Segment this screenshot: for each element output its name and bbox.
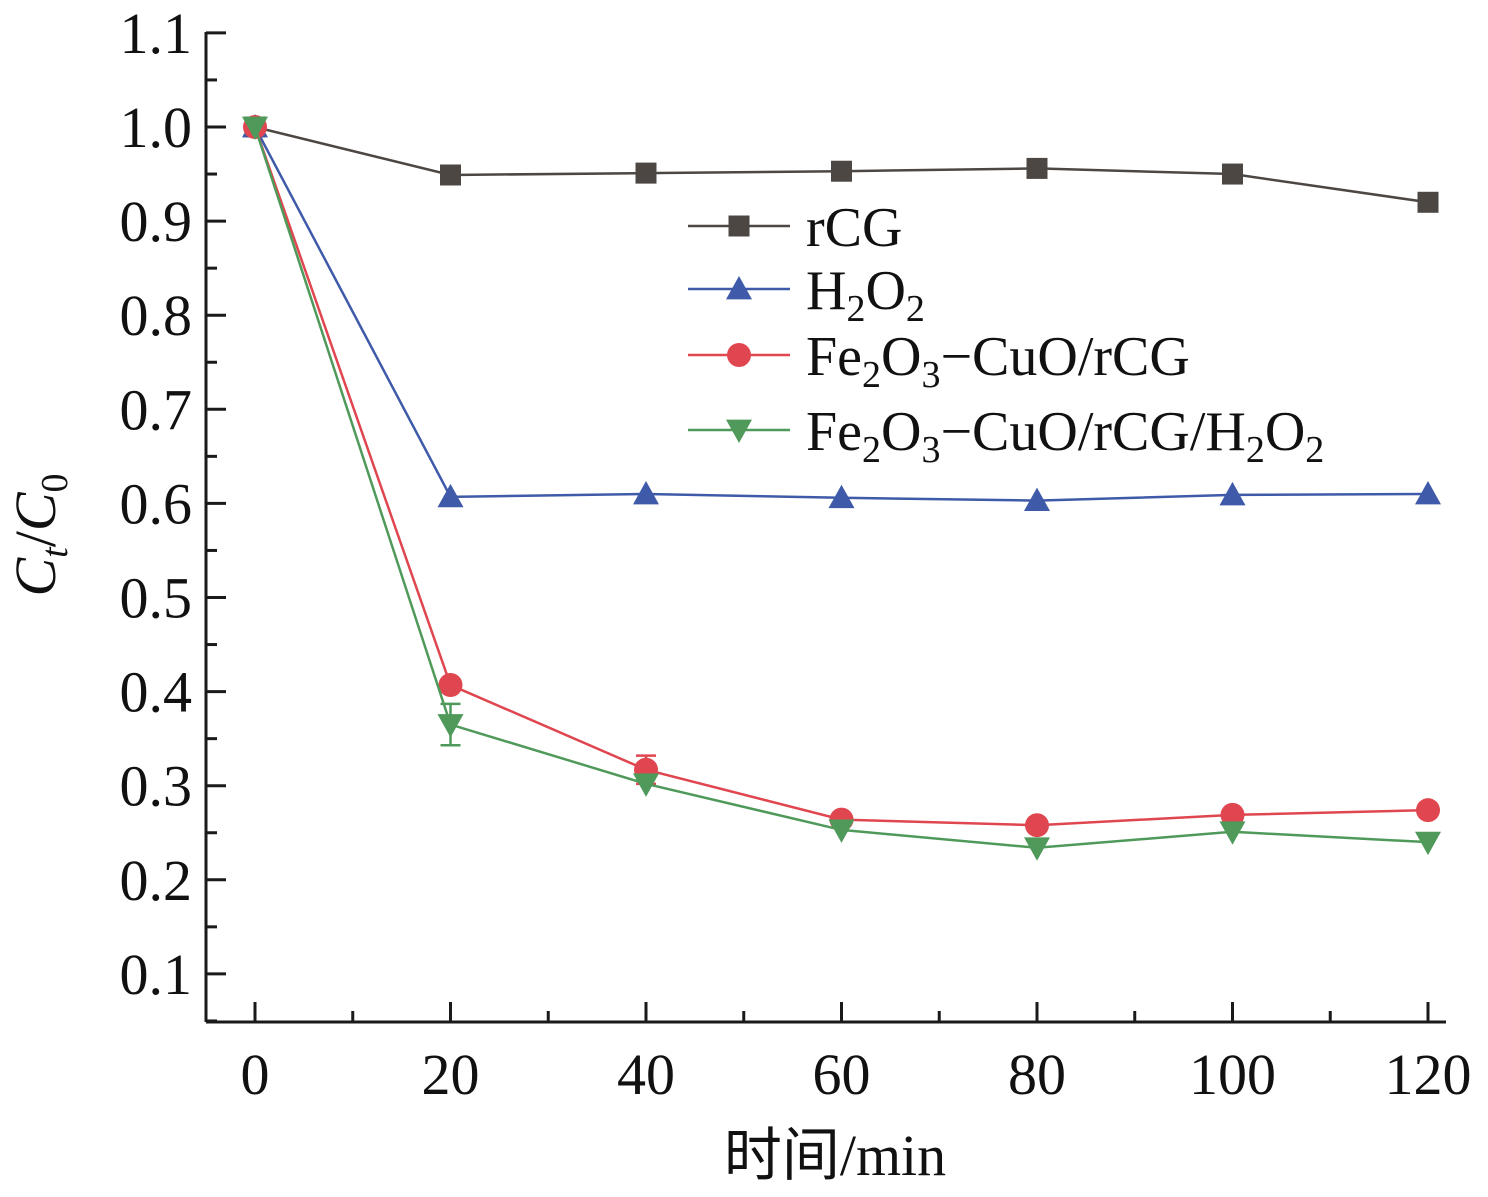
y-axis-title-c2: C: [3, 491, 68, 531]
data-point-rcg: [1222, 163, 1243, 185]
x-tick-label: 0: [241, 1042, 270, 1107]
legend-marker: [727, 343, 751, 367]
legend-label-part: 2: [1246, 429, 1265, 471]
legend-label: Fe2O3−CuO/rCG/H2O2: [806, 401, 1324, 471]
legend-label-part: O: [881, 401, 921, 463]
y-tick-label: 0.1: [120, 942, 193, 1007]
legend-item-h2o2: H2O2: [688, 260, 925, 330]
legend-label-part: −CuO/rCG/H: [940, 401, 1245, 463]
legend-marker: [726, 276, 752, 300]
data-point-fe2o3-cuo-rcg: [1025, 813, 1049, 838]
series-fe2o3-cuo-rcg-h2o2: [242, 116, 1441, 861]
legend-label-part: 2: [862, 429, 881, 471]
legend-marker: [726, 419, 752, 443]
data-point-h2o2: [1219, 481, 1246, 506]
series-h2o2: [242, 114, 1441, 511]
data-point-fe2o3-cuo-rcg-h2o2: [633, 773, 659, 797]
data-point-fe2o3-cuo-rcg-h2o2: [1219, 821, 1246, 845]
y-tick-label: 1.1: [120, 1, 193, 66]
y-axis-title-sub1: t: [34, 546, 76, 558]
legend-label-part: 2: [846, 288, 865, 330]
data-point-rcg: [635, 162, 657, 184]
y-tick-label: 0.6: [120, 471, 193, 536]
y-axis-title: Ct/C0: [3, 473, 76, 596]
legend-label-part: 2: [862, 354, 881, 396]
legend-label-part: 3: [921, 354, 940, 396]
y-tick-label: 0.4: [120, 660, 193, 725]
legend-label-part: H: [806, 260, 846, 322]
legend-marker: [728, 215, 750, 237]
x-tick-label: 80: [1008, 1042, 1066, 1107]
data-point-rcg: [440, 164, 461, 186]
data-point-h2o2: [633, 480, 659, 505]
legend-label: rCG: [806, 197, 902, 259]
x-tick-label: 120: [1385, 1042, 1472, 1107]
data-point-rcg: [1417, 191, 1439, 213]
legend-item-fe2o3-cuo-rcg: Fe2O3−CuO/rCG: [688, 326, 1190, 396]
x-tick-label: 100: [1189, 1042, 1276, 1107]
data-point-rcg: [1026, 157, 1048, 179]
legend-label-part: rCG: [806, 197, 902, 259]
data-point-h2o2: [1024, 487, 1050, 511]
legend-label-part: O: [881, 326, 921, 388]
legend-label-part: 2: [906, 288, 925, 330]
legend-label-part: Fe: [806, 401, 862, 463]
series-layer: [242, 114, 1441, 861]
y-tick-label: 0.3: [120, 754, 193, 819]
legend-label-part: −CuO/rCG: [940, 326, 1189, 388]
legend-label-part: O: [1265, 401, 1305, 463]
legend-item-fe2o3-cuo-rcg-h2o2: Fe2O3−CuO/rCG/H2O2: [688, 401, 1324, 471]
x-tick-label: 60: [813, 1042, 871, 1107]
legend-label-part: Fe: [806, 326, 862, 388]
x-tick-label: 40: [617, 1042, 675, 1107]
y-tick-label: 0.7: [120, 377, 193, 442]
data-point-fe2o3-cuo-rcg: [1416, 798, 1440, 823]
legend-label-part: 2: [1305, 429, 1324, 471]
x-tick-label: 20: [422, 1042, 480, 1107]
y-tick-label: 0.5: [120, 566, 193, 631]
data-point-rcg: [831, 160, 852, 182]
legend-item-rcg: rCG: [688, 197, 902, 259]
y-tick-label: 1.0: [120, 95, 193, 160]
data-point-h2o2: [437, 483, 464, 508]
y-tick-label: 0.9: [120, 189, 193, 254]
data-point-fe2o3-cuo-rcg: [438, 673, 463, 698]
y-axis-title-c1: C: [3, 557, 68, 597]
y-axis-title-slash: /: [3, 530, 68, 547]
legend-label: Fe2O3−CuO/rCG: [806, 326, 1190, 396]
data-point-fe2o3-cuo-rcg-h2o2: [828, 819, 855, 843]
y-axis-title-sub2: 0: [34, 473, 76, 492]
data-point-h2o2: [1415, 480, 1441, 505]
data-point-fe2o3-cuo-rcg-h2o2: [242, 116, 268, 140]
data-point-fe2o3-cuo-rcg-h2o2: [1024, 837, 1050, 861]
legend-label-part: 3: [921, 429, 940, 471]
y-tick-label: 0.2: [120, 848, 193, 913]
data-point-h2o2: [828, 484, 855, 509]
legend-label-part: O: [865, 260, 905, 322]
x-axis-title: 时间/min: [724, 1123, 946, 1188]
y-tick-label: 0.8: [120, 283, 193, 348]
data-point-fe2o3-cuo-rcg-h2o2: [437, 714, 464, 738]
data-point-fe2o3-cuo-rcg: [1220, 802, 1245, 827]
data-point-fe2o3-cuo-rcg-h2o2: [1415, 831, 1441, 856]
legend-label: H2O2: [806, 260, 925, 330]
axes: 0.1 0.2 0.3 0.4 0.5 0.6 0.7 0.8 0.9 1.0 1.1 0 20 40 60…: [120, 1, 1472, 1107]
